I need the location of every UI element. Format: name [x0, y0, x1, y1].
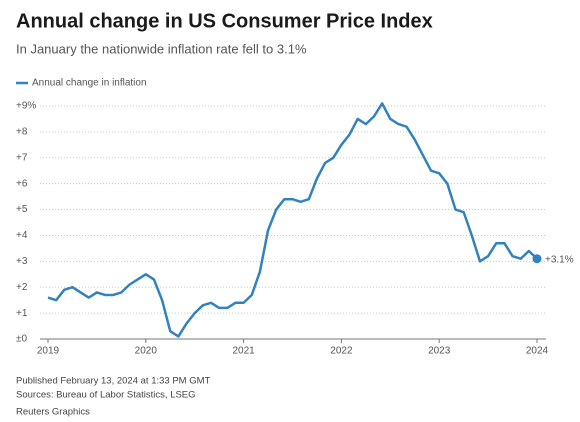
y-tick-label: ±0	[16, 334, 27, 345]
footer-credit: Reuters Graphics	[16, 407, 90, 418]
value-label: +3.1%	[545, 254, 574, 265]
y-tick-label: +4	[16, 230, 28, 241]
x-tick-label: 2023	[428, 346, 451, 357]
line	[47, 102, 538, 338]
y-tick-label: +2	[16, 282, 28, 293]
footer-sources: Sources: Bureau of Labor Statistics, LSE…	[16, 390, 196, 401]
y-tick-label: +7	[16, 152, 28, 163]
legend: Annual change in inflation	[16, 78, 147, 89]
x-tick-label: 2019	[37, 346, 60, 357]
x-tick-label: 2024	[526, 346, 549, 357]
footer-published: Published February 13, 2024 at 1:33 PM G…	[16, 376, 211, 387]
y-tick-label: +9%	[16, 101, 36, 112]
y-tick-label: +1	[16, 308, 28, 319]
y-tick-label: +3	[16, 256, 28, 267]
chart-title: Annual change in US Consumer Price Index	[16, 10, 433, 32]
end-point	[532, 254, 542, 264]
x-tick-label: 2022	[330, 346, 353, 357]
y-tick-label: +5	[16, 204, 28, 215]
x-tick-label: 2021	[232, 346, 255, 357]
legend-label: Annual change in inflation	[32, 78, 147, 89]
chart-subtitle: In January the nationwide inflation rate…	[16, 41, 307, 56]
y-tick-label: +6	[16, 178, 28, 189]
y-tick-label: +8	[16, 127, 28, 138]
x-tick-label: 2020	[135, 346, 158, 357]
